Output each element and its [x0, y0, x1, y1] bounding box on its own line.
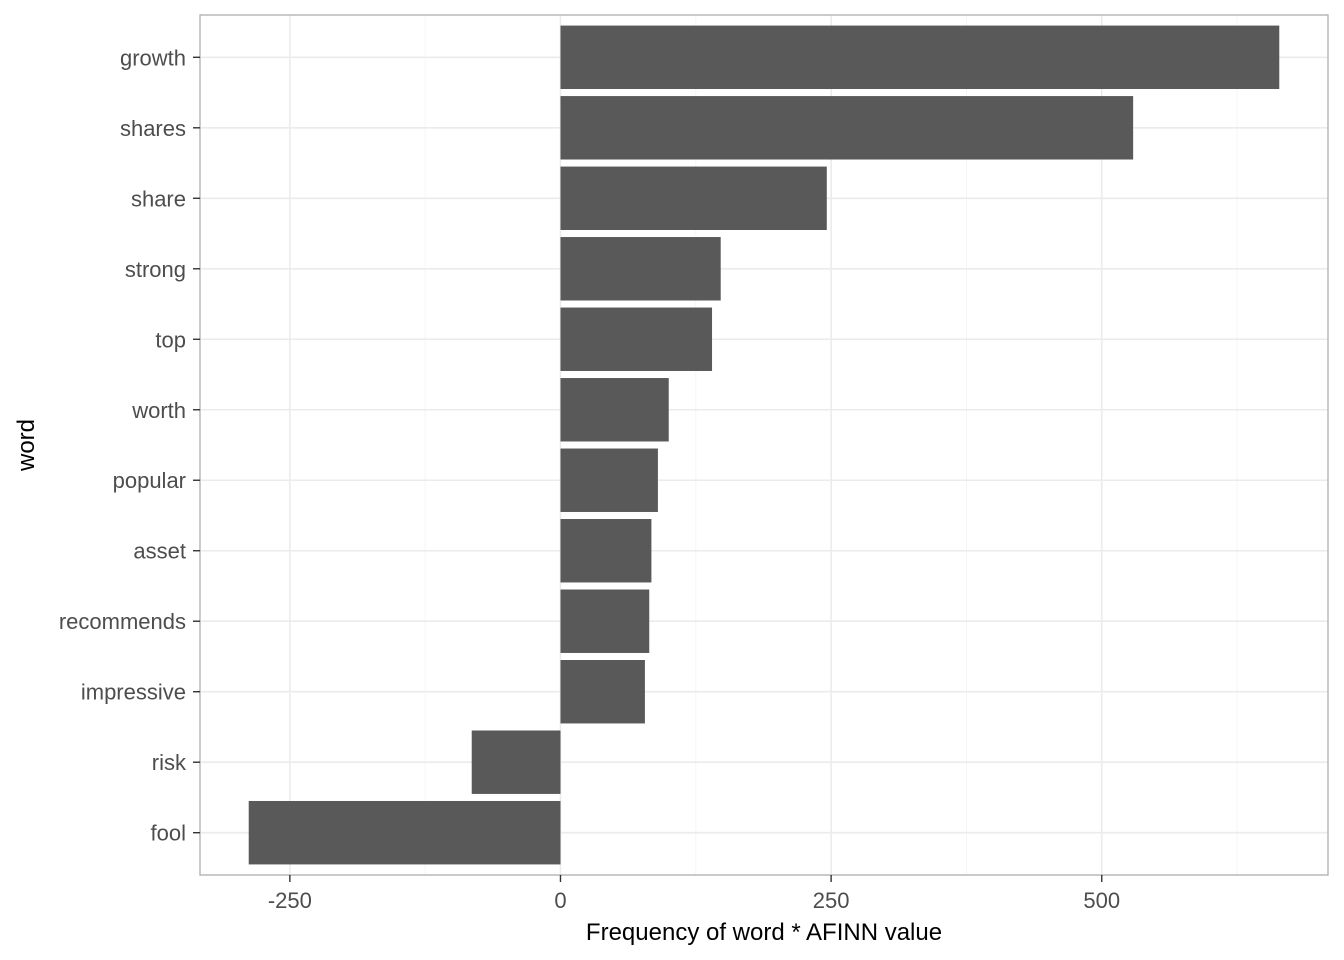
bars — [248, 25, 1280, 865]
bar-risk — [471, 730, 561, 794]
y-tick-label: worth — [131, 398, 186, 423]
y-tick-label: strong — [125, 257, 186, 282]
panel-border — [199, 14, 1329, 876]
bar-worth — [560, 378, 669, 442]
x-tick-label: 0 — [554, 888, 566, 913]
bar-strong — [560, 237, 721, 301]
x-axis: -250 0 250 500 — [268, 875, 1120, 913]
y-tick-label: risk — [152, 750, 187, 775]
bar-top — [560, 307, 713, 371]
bar-growth — [560, 25, 1280, 90]
y-tick-label: shares — [120, 116, 186, 141]
bar-share — [560, 166, 827, 230]
bar-impressive — [560, 660, 645, 724]
bar-asset — [560, 519, 652, 583]
y-tick-label: top — [155, 327, 186, 352]
y-tick-label: fool — [151, 821, 186, 846]
y-tick-label: growth — [120, 45, 186, 70]
y-axis-title: word — [13, 419, 40, 472]
x-tick-label: -250 — [268, 888, 312, 913]
y-tick-label: popular — [113, 468, 186, 493]
bar-recommends — [560, 589, 650, 653]
bar-popular — [560, 448, 658, 512]
y-tick-label: impressive — [81, 680, 186, 705]
bar-shares — [560, 96, 1134, 160]
x-tick-label: 250 — [813, 888, 850, 913]
bar-fool — [248, 800, 561, 865]
y-axis: growth shares share strong top worth popular as… — [59, 45, 200, 846]
x-axis-title: Frequency of word * AFINN value — [586, 919, 942, 946]
y-tick-label: recommends — [59, 609, 186, 634]
x-tick-label: 500 — [1083, 888, 1120, 913]
y-tick-label: asset — [133, 539, 186, 564]
y-tick-label: share — [131, 186, 186, 211]
